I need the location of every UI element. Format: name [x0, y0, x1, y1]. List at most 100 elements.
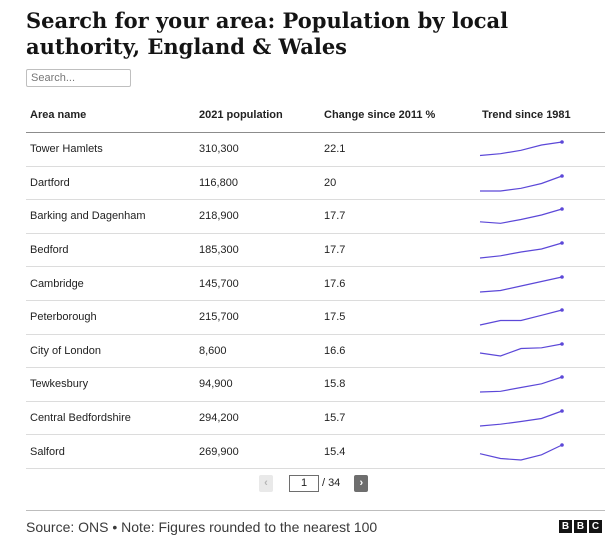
trend-line	[479, 242, 563, 259]
trend-endpoint	[560, 207, 564, 212]
trend-sparkline	[479, 442, 564, 461]
trend-sparkline	[479, 274, 564, 293]
trend-line	[479, 141, 563, 157]
trend-endpoint	[560, 342, 564, 346]
population-cell: 8,600	[195, 334, 320, 369]
bbc-logo-letter: B	[574, 520, 587, 533]
bbc-logo-letter: C	[589, 520, 602, 533]
change-cell: 15.8	[320, 367, 478, 402]
trend-endpoint	[560, 241, 564, 245]
page-number-input[interactable]	[289, 474, 319, 492]
trend-cell	[478, 233, 605, 268]
area-name-cell: Bedford	[26, 233, 195, 268]
trend-line	[479, 343, 563, 357]
column-header-population[interactable]: 2021 population	[195, 98, 320, 133]
trend-cell	[478, 401, 605, 436]
trend-line	[479, 410, 563, 427]
column-header-area[interactable]: Area name	[26, 98, 195, 133]
total-pages: 34	[328, 477, 341, 489]
prev-page-button[interactable]: ‹	[259, 474, 273, 492]
column-header-change[interactable]: Change since 2011 %	[320, 98, 478, 133]
trend-line	[480, 175, 563, 192]
trend-line	[479, 208, 563, 225]
population-cell: 294,200	[195, 401, 320, 436]
pagination: ‹ / 34 ›	[259, 474, 369, 492]
trend-endpoint	[560, 274, 564, 279]
trend-endpoint	[560, 442, 564, 447]
area-name-cell: Barking and Dagenham	[26, 199, 195, 234]
bbc-logo: B B C	[559, 520, 602, 533]
area-name-cell: City of London	[26, 334, 195, 369]
trend-sparkline	[480, 174, 564, 192]
population-cell: 116,800	[195, 166, 320, 201]
population-cell: 269,900	[195, 434, 320, 469]
trend-endpoint	[560, 308, 564, 313]
source-note: Source: ONS • Note: Figures rounded to t…	[26, 519, 378, 535]
trend-cell	[478, 300, 605, 335]
change-cell: 22.1	[320, 132, 478, 167]
population-cell: 145,700	[195, 266, 320, 301]
trend-sparkline	[479, 375, 564, 394]
trend-cell	[478, 132, 605, 167]
population-cell: 215,700	[195, 300, 320, 335]
trend-endpoint	[560, 140, 564, 145]
trend-cell	[478, 334, 605, 369]
table-row: Barking and Dagenham 218,900 17.7	[26, 199, 605, 234]
trend-sparkline	[479, 241, 564, 259]
change-cell: 20	[320, 166, 478, 201]
population-cell: 185,300	[195, 233, 320, 268]
trend-cell	[478, 367, 605, 402]
trend-cell	[478, 166, 605, 201]
page-separator: /	[322, 477, 326, 489]
trend-endpoint	[560, 409, 564, 413]
population-cell: 218,900	[195, 199, 320, 234]
table-row: Salford 269,900 15.4	[26, 434, 605, 469]
chevron-right-icon: ›	[359, 476, 364, 489]
trend-line	[479, 309, 563, 326]
change-cell: 17.7	[320, 199, 478, 234]
table-row: City of London 8,600 16.6	[26, 334, 605, 369]
change-cell: 17.7	[320, 233, 478, 268]
table-row: Cambridge 145,700 17.6	[26, 266, 605, 301]
area-name-cell: Dartford	[26, 166, 195, 201]
table-row: Tewkesbury 94,900 15.8	[26, 367, 605, 402]
page-title: Search for your area: Population by loca…	[26, 8, 509, 59]
change-cell: 17.5	[320, 300, 478, 335]
area-name-cell: Central Bedfordshire	[26, 401, 195, 436]
change-cell: 17.6	[320, 266, 478, 301]
bbc-logo-letter: B	[559, 520, 572, 533]
trend-line	[479, 444, 563, 461]
population-cell: 94,900	[195, 367, 320, 402]
area-name-cell: Salford	[26, 434, 195, 469]
trend-cell	[478, 199, 605, 234]
change-cell: 15.7	[320, 401, 478, 436]
table-row: Dartford 116,800 20	[26, 166, 605, 201]
change-cell: 15.4	[320, 434, 478, 469]
trend-line	[479, 276, 563, 293]
trend-line	[479, 376, 563, 394]
population-cell: 310,300	[195, 132, 320, 167]
chevron-left-icon: ‹	[264, 476, 268, 489]
table-row: Tower Hamlets 310,300 22.1	[26, 132, 605, 167]
search-input[interactable]	[26, 69, 131, 87]
change-cell: 16.6	[320, 334, 478, 369]
trend-sparkline	[479, 308, 564, 326]
area-name-cell: Tower Hamlets	[26, 132, 195, 167]
trend-sparkline	[479, 140, 564, 157]
column-header-trend: Trend since 1981	[478, 98, 605, 133]
trend-sparkline	[479, 409, 564, 427]
population-table: Area name 2021 population Change since 2…	[26, 98, 605, 469]
area-name-cell: Peterborough	[26, 300, 195, 335]
next-page-button[interactable]: ›	[354, 474, 369, 492]
area-name-cell: Cambridge	[26, 266, 195, 301]
table-row: Central Bedfordshire 294,200 15.7	[26, 401, 605, 436]
table-row: Peterborough 215,700 17.5	[26, 300, 605, 335]
table-header-row: Area name 2021 population Change since 2…	[26, 98, 605, 133]
trend-sparkline	[479, 342, 564, 357]
footer-divider	[26, 510, 605, 511]
trend-endpoint	[560, 174, 564, 178]
trend-endpoint	[560, 375, 564, 380]
table-row: Bedford 185,300 17.7	[26, 233, 605, 268]
area-name-cell: Tewkesbury	[26, 367, 195, 402]
trend-cell	[478, 434, 605, 469]
